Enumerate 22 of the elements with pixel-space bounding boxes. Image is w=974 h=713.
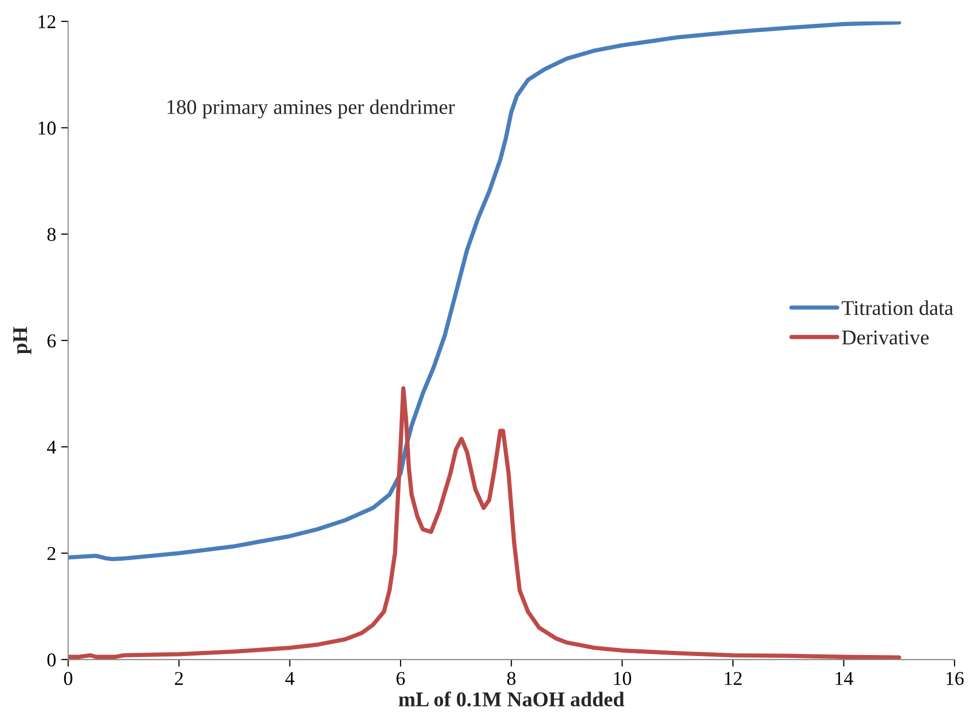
y-tick-label: 0 [47, 653, 56, 666]
x-tick-label: 10 [614, 672, 632, 686]
x-tick-label: 14 [836, 672, 854, 685]
y-tick-label: 4 [47, 440, 56, 454]
y-tick-label: 6 [47, 334, 56, 348]
x-tick-label: 12 [724, 672, 742, 685]
y-tick-label: 2 [48, 547, 56, 560]
y-tick-label: 10 [38, 122, 56, 135]
annotation: 180 primary amines per dendrimer [168, 99, 455, 118]
y-tick-label: 12 [38, 15, 56, 28]
x-tick-label: 2 [174, 672, 183, 685]
x-tick-label: 6 [396, 672, 405, 686]
x-tick-label: 16 [946, 672, 964, 686]
y-axis-title: pH [13, 326, 32, 354]
x-tick-label: 0 [64, 672, 72, 686]
y-tick-label: 8 [47, 228, 56, 242]
legend-label: Titration data [842, 300, 954, 316]
legend-label: Derivative [842, 330, 929, 344]
x-axis-title: mL of 0.1M NaOH added [398, 692, 624, 706]
line-series [68, 386, 902, 660]
x-tick-label: 4 [285, 672, 294, 685]
x-tick-label: 8 [507, 672, 516, 686]
